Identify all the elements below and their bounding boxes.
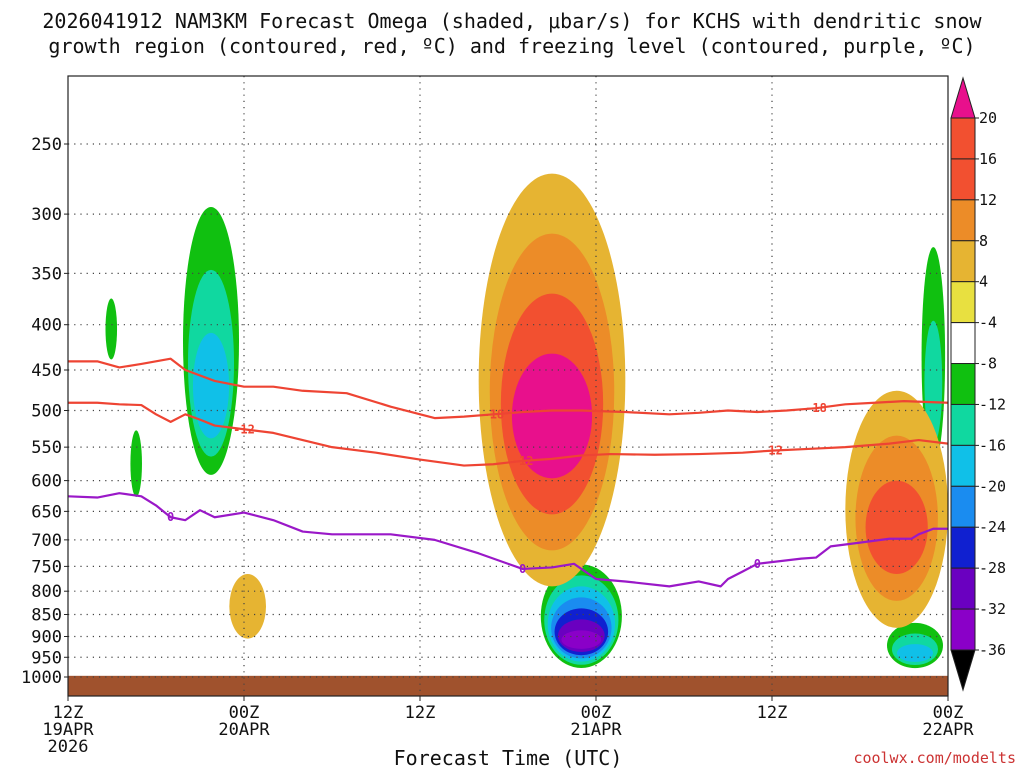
x-tick-label: 22APR <box>922 720 974 740</box>
isotherm-minus12-line-label: -12 <box>233 422 255 436</box>
x-tick-label: 20APR <box>218 720 270 740</box>
x-tick-label: 00Z <box>933 703 964 723</box>
colorbar-under-arrow <box>950 649 976 692</box>
x-tick-label: 00Z <box>229 703 260 723</box>
isotherm-minus12-line-label: -12 <box>761 444 783 458</box>
omega-colorbar: 20 16 12 8 4 -4 -8 -12 -16 -20 -24 -28 -32 -36 <box>950 76 1006 692</box>
y-tick-label: 550 <box>31 438 62 458</box>
colorbar-label: 16 <box>979 150 997 168</box>
omega-shading <box>68 144 948 696</box>
colorbar-swatch <box>950 485 976 528</box>
colorbar-label: -28 <box>979 559 1006 577</box>
colorbar-swatch <box>950 403 976 446</box>
colorbar-swatch <box>950 608 976 651</box>
colorbar-swatch <box>950 322 976 365</box>
y-tick-label: 800 <box>31 582 62 602</box>
y-tick-label: 300 <box>31 205 62 225</box>
colorbar-swatch <box>950 363 976 405</box>
omega-contour-band <box>192 332 230 439</box>
y-tick-label: 700 <box>31 531 62 551</box>
freezing-level-line <box>68 492 948 588</box>
colorbar-label: 20 <box>979 109 997 127</box>
y-tick-label: 1000 <box>21 668 62 688</box>
freezing-level-line-label: 0 <box>754 557 761 571</box>
chart-title-line1: 2026041912 NAM3KM Forecast Omega (shaded… <box>42 9 982 33</box>
colorbar-label: 12 <box>979 191 997 209</box>
colorbar-swatch <box>950 240 976 283</box>
surface-terrain <box>68 675 948 696</box>
colorbar-label: -20 <box>979 477 1006 495</box>
y-tick-label: 900 <box>31 627 62 647</box>
y-tick-label: 950 <box>31 648 62 668</box>
source-credit: coolwx.com/modelts <box>853 749 1016 767</box>
x-tick-label: 00Z <box>581 703 612 723</box>
colorbar-label: -36 <box>979 641 1006 659</box>
freezing-level-line-label: 0 <box>519 562 526 576</box>
omega-contour-band <box>924 320 943 445</box>
omega-region <box>229 574 266 639</box>
colorbar-swatch <box>950 281 976 324</box>
y-tick-label: 750 <box>31 557 62 577</box>
x-tick-label: 12Z <box>53 703 84 723</box>
omega-region <box>103 262 120 370</box>
temperature-contours: -18 -18 -12 -12 -12 0 0 0 <box>68 357 948 588</box>
x-tick-label: 2026 <box>48 737 89 757</box>
y-tick-label: 650 <box>31 502 62 522</box>
y-tick-label: 500 <box>31 402 62 422</box>
colorbar-swatch <box>950 444 976 487</box>
omega-region <box>918 173 948 487</box>
omega-contour-band <box>229 574 266 639</box>
plot-frame <box>67 75 949 697</box>
x-axis-label: Forecast Time (UTC) <box>394 746 623 768</box>
colorbar-swatch <box>950 199 976 242</box>
colorbar-label: -16 <box>979 436 1006 454</box>
omega-contour-band <box>511 353 593 479</box>
y-tick-label: 400 <box>31 316 62 336</box>
isotherm-minus18-line <box>68 357 948 420</box>
y-tick-label: 600 <box>31 472 62 492</box>
colorbar-label: -8 <box>979 355 997 373</box>
omega-region <box>845 390 948 628</box>
omega-contour-band <box>561 630 602 649</box>
omega-contour-band <box>865 480 928 574</box>
x-tick-label: 12Z <box>405 703 436 723</box>
colorbar-swatch <box>950 117 976 160</box>
isotherm-minus18-line-label: -18 <box>805 401 827 415</box>
omega-region <box>478 173 626 587</box>
y-tick-label: 450 <box>31 361 62 381</box>
colorbar-label: -12 <box>979 395 1006 413</box>
freezing-level-line-label: 0 <box>167 510 174 524</box>
colorbar-label: -4 <box>979 314 997 332</box>
omega-contour-band <box>130 430 142 497</box>
colorbar-label: -24 <box>979 518 1006 536</box>
plot-border <box>67 75 949 697</box>
omega-region <box>128 390 145 509</box>
y-tick-label: 350 <box>31 264 62 284</box>
colorbar-label: 4 <box>979 273 988 291</box>
chart-title-line2: growth region (contoured, red, ºC) and f… <box>48 34 975 58</box>
y-tick-label: 850 <box>31 606 62 626</box>
colorbar-label: 8 <box>979 232 988 250</box>
colorbar-swatch <box>950 526 976 569</box>
y-axis-pressure: 2503003504004505005506006507007508008509… <box>21 135 68 688</box>
isotherm-minus12-line-label: -12 <box>512 454 534 468</box>
omega-region <box>178 144 244 494</box>
colorbar-over-arrow <box>950 76 976 119</box>
colorbar-label: -32 <box>979 600 1006 618</box>
y-tick-label: 250 <box>31 135 62 155</box>
isotherm-minus12-line <box>68 401 948 467</box>
colorbar-swatch <box>950 158 976 201</box>
x-tick-label: 12Z <box>757 703 788 723</box>
colorbar-swatch <box>950 567 976 610</box>
omega-contour-band <box>105 298 118 360</box>
x-tick-label: 19APR <box>42 720 94 740</box>
x-tick-label: 21APR <box>570 720 622 740</box>
omega-contour-band <box>896 644 934 662</box>
isotherm-minus18-line-label: -18 <box>482 407 504 421</box>
